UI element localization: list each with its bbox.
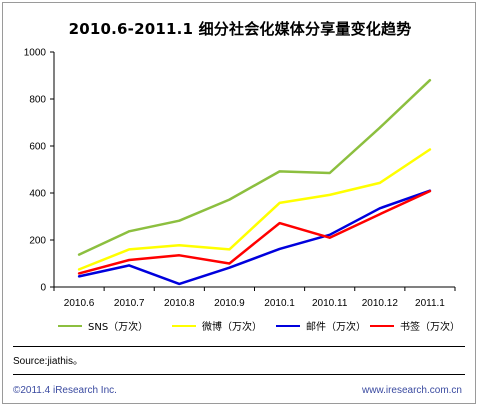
y-tick-label: 200 xyxy=(29,236,46,247)
x-tick-label: 2010.6 xyxy=(64,298,95,309)
legend-label: 微博（万次） xyxy=(202,320,262,333)
series-line-3 xyxy=(77,189,432,286)
footer-divider-top xyxy=(13,346,465,347)
x-tick-label: 2010.7 xyxy=(114,298,145,309)
x-tick-label: 2010.11 xyxy=(312,298,348,309)
x-tick-label: 2010.1 xyxy=(264,298,295,309)
legend-label: SNS（万次） xyxy=(88,320,148,333)
axes xyxy=(53,52,455,288)
legend: SNS（万次） 微博（万次） 邮件（万次） 书签（万次） xyxy=(58,320,460,333)
y-tick-label: 600 xyxy=(29,142,46,153)
source-note: Source:jiathis。 xyxy=(13,356,84,367)
x-tick-label: 2010.8 xyxy=(164,298,195,309)
y-tick-label: 0 xyxy=(40,283,46,294)
series-line-4 xyxy=(77,189,432,275)
y-tick-label: 1000 xyxy=(24,48,47,59)
x-tick-label: 2010.9 xyxy=(214,298,245,309)
x-tick-label: 2010.12 xyxy=(362,298,399,309)
series-layer xyxy=(77,78,432,286)
series-line-2 xyxy=(77,148,432,271)
y-ticks: 0 200 400 600 800 1000 xyxy=(24,48,54,294)
y-tick-label: 800 xyxy=(29,95,46,106)
y-tick-label: 400 xyxy=(29,189,46,200)
x-ticks: 2010.6 2010.7 2010.8 2010.9 2010.1 2010.11 201… xyxy=(53,287,456,309)
legend-label: 书签（万次） xyxy=(400,320,460,333)
copyright-note: ©2011.4 iResearch Inc. xyxy=(13,385,117,396)
chart-title: 2010.6-2011.1 细分社会化媒体分享量变化趋势 xyxy=(68,20,412,38)
legend-label: 邮件（万次） xyxy=(306,320,366,333)
series-line-1 xyxy=(77,78,432,256)
footer-divider-bottom xyxy=(13,374,465,375)
website-link[interactable]: www.iresearch.com.cn xyxy=(361,385,462,396)
x-tick-label: 2011.1 xyxy=(415,298,445,309)
